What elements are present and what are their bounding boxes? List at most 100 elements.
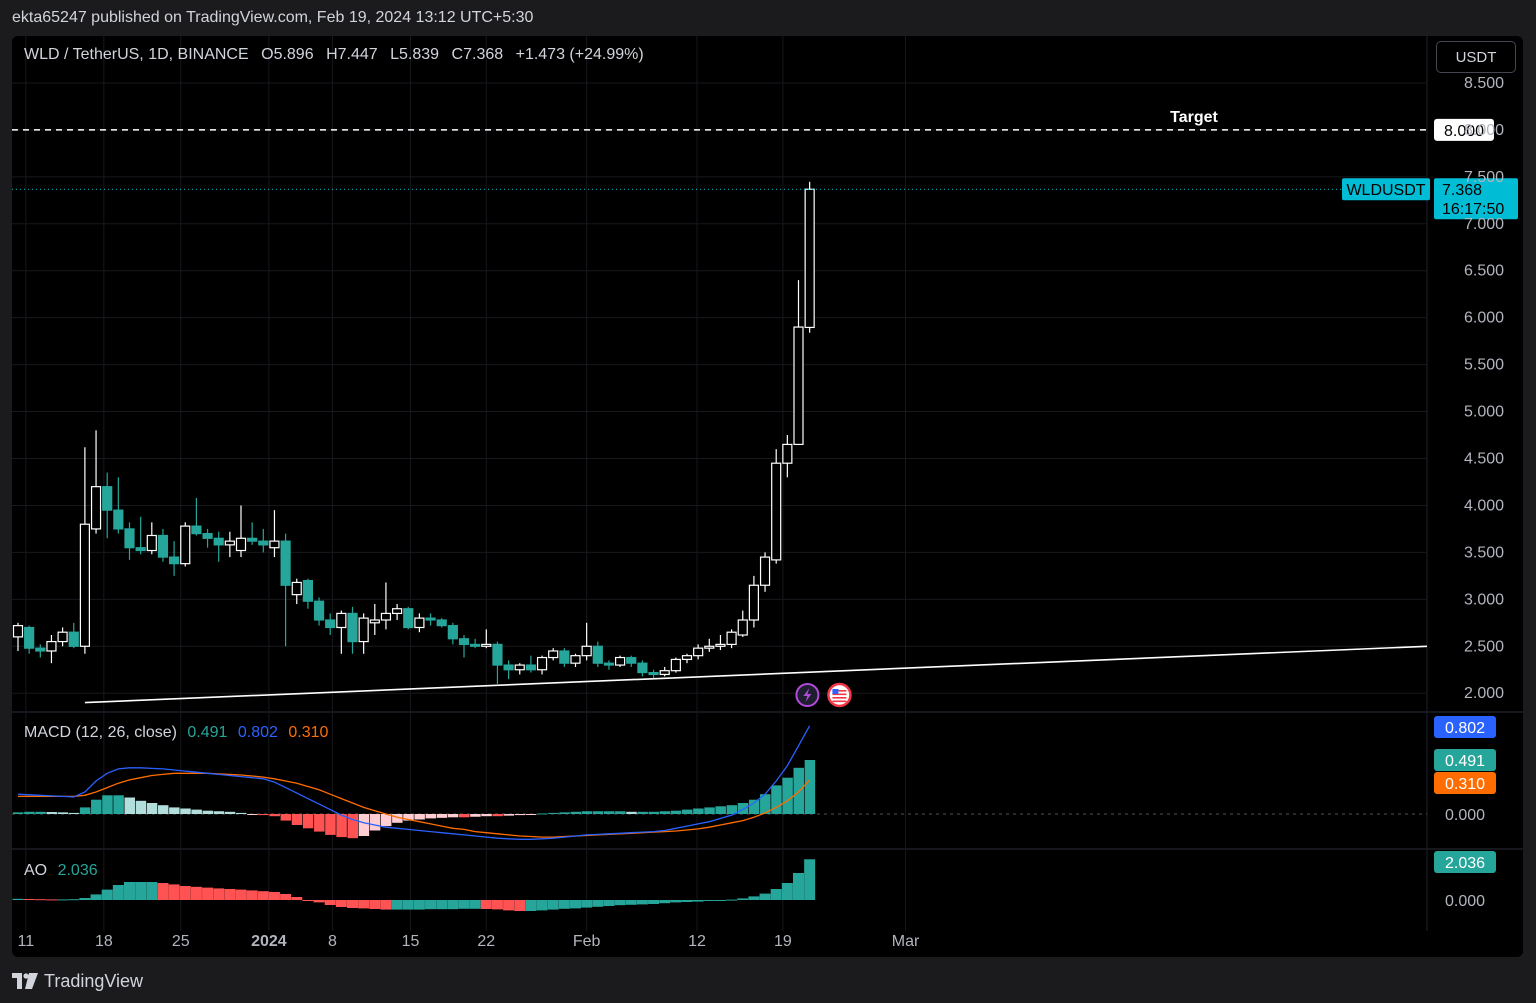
macd-histogram-bar	[436, 814, 448, 818]
price-tick-label: 4.500	[1464, 451, 1504, 468]
ao-histogram-bar	[781, 883, 793, 900]
candle	[169, 556, 180, 565]
macd-histogram-bar	[760, 794, 771, 814]
macd-histogram-bar	[213, 811, 225, 814]
currency-button[interactable]: USDT	[1436, 41, 1516, 73]
publish-info: ekta65247 published on TradingView.com, …	[12, 9, 534, 26]
candle	[536, 656, 548, 671]
candle	[670, 658, 681, 672]
candle	[759, 556, 771, 586]
macd-histogram-bar	[537, 813, 548, 815]
symbol-legend: WLD / TetherUS, 1D, BINANCE O5.896 H7.44…	[24, 46, 652, 64]
chart-frame[interactable]: Target 8.000 WLDUSDT 7.368 16:17:50 8.500 8.0…	[12, 36, 1523, 957]
support-trendline	[84, 645, 1428, 704]
ao-histogram-bar	[246, 890, 258, 900]
ao-histogram-bar	[491, 900, 503, 910]
macd-histogram-bar	[525, 814, 537, 815]
footer-brand[interactable]: TradingView	[12, 968, 143, 994]
macd-signal-tag-text: 0.310	[1445, 776, 1485, 793]
macd-histogram-bar	[135, 800, 147, 814]
macd-histogram-bar	[748, 799, 760, 814]
candle	[492, 643, 503, 666]
macd-signal-tag	[1434, 772, 1496, 794]
time-tick-label: 19	[774, 933, 792, 950]
candle	[681, 655, 693, 661]
ao-histogram-bar	[358, 900, 370, 909]
macd-histogram-bar	[13, 812, 24, 814]
symbol-name[interactable]: WLD / TetherUS, 1D, BINANCE	[24, 46, 249, 63]
levels: Target 8.000 WLDUSDT 7.368 16:17:50	[12, 109, 1518, 708]
ao-value-tag	[1434, 851, 1496, 873]
candle	[79, 523, 91, 647]
lightning-glyph-icon	[803, 688, 812, 702]
macd-histogram-bar	[481, 814, 492, 817]
candle	[436, 619, 447, 627]
macd-zero-label: 0.000	[1445, 807, 1485, 824]
ao-histogram-bar	[670, 900, 682, 903]
price-tick-label: 2.000	[1464, 685, 1504, 702]
time-tick-label: 15	[402, 933, 420, 950]
target-price-value: 8.000	[1444, 123, 1484, 140]
candle	[559, 650, 570, 664]
macd-histogram-bar	[715, 806, 726, 814]
time-tick-label: Feb	[573, 933, 601, 950]
macd-histogram-bar	[771, 785, 782, 814]
ao-histogram-bar	[547, 900, 559, 910]
ao-histogram-bar	[23, 899, 35, 900]
candle	[347, 612, 358, 643]
macd-histogram-bar	[570, 811, 581, 814]
macd-histogram-bar	[492, 814, 503, 817]
macd-histogram-bar	[79, 807, 91, 814]
time-tick-label: 22	[477, 933, 495, 950]
ao-histogram-bar	[101, 889, 113, 900]
ao-histogram-bar	[45, 899, 57, 901]
open-label: O	[261, 46, 274, 63]
ao-value: 2.036	[57, 862, 98, 879]
macd-histogram-bar	[280, 814, 292, 821]
macd-histogram-bar	[637, 811, 648, 814]
macd-histogram-bar	[392, 814, 403, 823]
ao-legend[interactable]: AO 2.036	[24, 862, 98, 880]
macd-histogram-bar	[314, 814, 325, 832]
ao-histogram-bar	[257, 891, 269, 900]
candle	[804, 188, 815, 329]
candle	[458, 638, 470, 645]
macd-histogram-bar	[358, 814, 370, 836]
macd-histogram-bar	[269, 814, 280, 817]
candle	[592, 645, 603, 664]
ao-histogram-bar	[425, 900, 437, 910]
macd-histogram-bar	[68, 812, 80, 814]
price-tick-label: 6.000	[1464, 310, 1504, 327]
macd-histogram-bar	[191, 809, 202, 814]
ao-histogram-bar	[57, 899, 69, 901]
flag-canton	[832, 689, 839, 694]
candle	[180, 525, 191, 565]
last-price-value: 7.368	[1442, 182, 1482, 199]
macd-legend[interactable]: MACD (12, 26, close) 0.491 0.802 0.310	[24, 724, 328, 742]
candle	[35, 647, 46, 652]
macd-histogram-bar	[447, 814, 459, 818]
candle	[213, 537, 224, 546]
ao-histogram-bar	[592, 900, 604, 907]
time-tick-label: 11	[18, 933, 35, 950]
candle	[113, 509, 124, 530]
candle	[693, 647, 704, 657]
countdown-timer: 16:17:50	[1442, 201, 1504, 218]
time-tick-label: 12	[688, 933, 706, 950]
candle	[748, 584, 760, 621]
low-value: 5.839	[399, 46, 440, 63]
ao-histogram-bar	[603, 900, 615, 906]
ao-histogram-bar	[726, 899, 738, 901]
ao-histogram-bar	[804, 859, 816, 900]
macd-histogram-bar	[202, 810, 214, 814]
candle	[548, 650, 559, 659]
flag-stripe	[832, 697, 847, 699]
macd-histogram-bar	[682, 809, 693, 814]
macd-histogram-bar	[91, 799, 102, 814]
macd-histogram-bar	[670, 810, 682, 814]
time-tick-label: 2024	[251, 933, 287, 950]
ao-histogram-bar	[79, 898, 91, 900]
ao-histogram-bar	[625, 900, 637, 905]
chart-canvas[interactable]: Target 8.000 WLDUSDT 7.368 16:17:50 8.500 8.0…	[12, 36, 1523, 957]
price-tick-label: 6.500	[1464, 263, 1504, 280]
